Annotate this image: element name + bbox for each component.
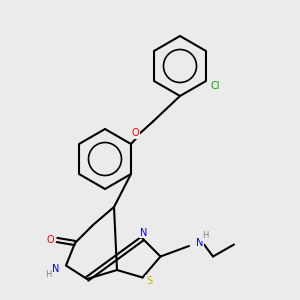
Text: Cl: Cl xyxy=(210,81,220,91)
Text: N: N xyxy=(52,263,59,274)
Text: N: N xyxy=(196,238,203,248)
Text: O: O xyxy=(131,128,139,139)
Text: H: H xyxy=(45,270,51,279)
Text: H: H xyxy=(202,231,209,240)
Text: N: N xyxy=(140,227,148,238)
Text: O: O xyxy=(46,235,54,245)
Text: S: S xyxy=(146,275,152,286)
